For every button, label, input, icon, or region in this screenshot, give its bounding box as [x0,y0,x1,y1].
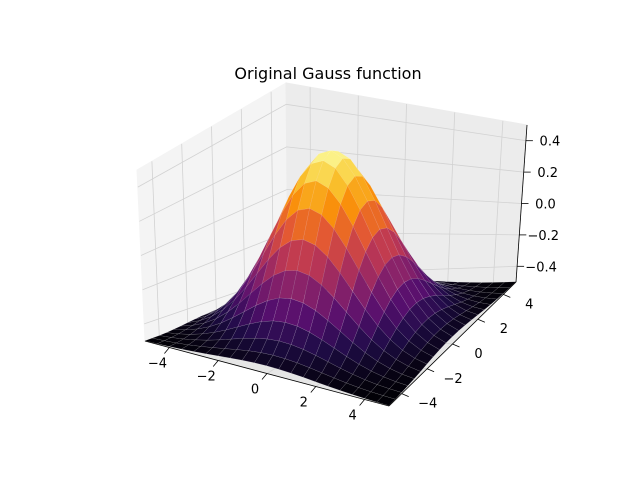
y-tick-label: −4 [418,397,437,412]
y-tick-mark [477,318,486,323]
x-tick-mark [261,373,268,380]
surface-facet [420,342,440,358]
chart-title: Original Gauss function [234,64,421,83]
surface-facet [395,373,415,386]
gridline-z [140,189,522,256]
y-tick-mark [503,294,511,298]
y-tick-mark [401,393,409,397]
z-tick-label: 0.4 [540,135,561,150]
x-tick-mark [359,399,365,406]
y-tick-label: 2 [500,322,508,337]
x-tick-mark [212,360,219,367]
tick-marks [164,140,533,406]
surface-facet [414,350,434,365]
x-tick-label: −2 [197,370,216,385]
surface-facet [401,366,421,379]
y-tick-label: 0 [474,347,482,362]
gridline-z [139,146,524,222]
x-tick-mark [310,386,317,393]
surface-facet [433,328,453,344]
surface-mesh [144,150,517,406]
surface-facet [382,388,402,400]
y-tick-mark [426,368,435,373]
surface-facet [465,306,485,316]
surface-facet [376,395,396,406]
z-tick-label: 0.2 [537,166,558,181]
x-tick-label: 2 [300,396,308,411]
y-tick-label: −2 [444,372,463,387]
y-tick-mark [452,343,460,348]
x-tick-label: 0 [251,383,259,398]
z-tick-label: 0.0 [535,198,556,213]
x-tick-label: −4 [148,357,167,372]
x-tick-label: 4 [348,409,356,424]
y-tick-label: 4 [525,297,533,312]
x-tick-mark [164,347,170,354]
z-tick-label: −0.2 [528,229,560,244]
gridline-z [137,103,526,188]
surface-facet [459,310,479,321]
z-tick-label: −0.4 [525,260,557,275]
tick-labels: −4 −2 0 2 4 −4 −2 0 2 4 0.4 0.2 0.0 −0.2 −0.4 [148,135,560,424]
surface-facet [446,318,466,331]
surface-facet [440,323,460,337]
surface-facet [453,314,472,326]
